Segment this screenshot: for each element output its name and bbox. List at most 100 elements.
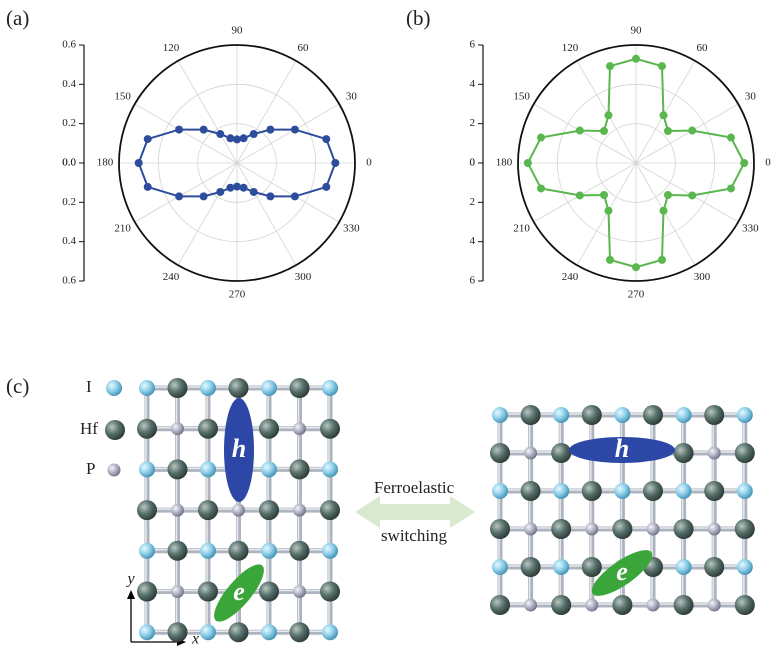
theta-tick-label: 30 — [346, 91, 358, 103]
atom — [198, 500, 218, 520]
atom — [704, 481, 724, 501]
atom — [674, 595, 694, 615]
data-point — [600, 191, 608, 199]
atom — [137, 500, 157, 520]
carrier-label: e — [616, 557, 628, 586]
theta-tick-label: 0 — [366, 157, 372, 169]
grid-spoke — [178, 163, 237, 265]
data-point — [632, 263, 640, 271]
atom — [643, 481, 663, 501]
grid-spoke — [636, 104, 738, 163]
data-point — [144, 183, 152, 191]
atom — [290, 541, 310, 561]
atom — [674, 519, 694, 539]
data-point — [664, 127, 672, 135]
theta-tick-label: 240 — [163, 271, 180, 283]
atom — [229, 541, 249, 561]
legend-atom — [108, 464, 121, 477]
theta-tick-label: 240 — [562, 271, 579, 283]
atom — [259, 582, 279, 602]
atom — [290, 459, 310, 479]
atom — [492, 407, 508, 423]
atom — [492, 559, 508, 575]
grid-spoke — [178, 61, 237, 163]
data-point — [291, 192, 299, 200]
atom — [229, 622, 249, 642]
atom — [200, 461, 216, 477]
atom — [674, 443, 694, 463]
atom — [704, 405, 724, 425]
atom — [492, 483, 508, 499]
r-tick-label: 0.4 — [62, 78, 76, 90]
atom — [198, 582, 218, 602]
arrow-text: switching — [381, 526, 448, 545]
r-tick-label: 2 — [470, 117, 476, 129]
atom — [490, 443, 510, 463]
atom — [139, 380, 155, 396]
atom — [524, 599, 537, 612]
r-tick-label: 4 — [470, 235, 476, 247]
data-point — [660, 111, 668, 119]
panel-label: (c) — [6, 374, 29, 398]
theta-tick-label: 90 — [232, 25, 244, 37]
r-tick-label: 0 — [470, 157, 476, 169]
legend-label: P — [86, 459, 95, 478]
atom — [614, 407, 630, 423]
atom — [293, 422, 306, 435]
carrier-label: h — [232, 434, 246, 463]
r-tick-label: 0.6 — [62, 39, 76, 51]
data-point — [144, 135, 152, 143]
data-point — [664, 191, 672, 199]
atom — [232, 504, 245, 517]
atom — [490, 595, 510, 615]
atom — [259, 500, 279, 520]
atom — [200, 624, 216, 640]
data-point — [727, 184, 735, 192]
data-point — [600, 127, 608, 135]
theta-tick-label: 60 — [298, 42, 310, 54]
atom — [708, 599, 721, 612]
atom — [139, 543, 155, 559]
atom — [198, 419, 218, 439]
data-point — [331, 159, 339, 167]
legend-atom — [106, 380, 122, 396]
atom — [322, 543, 338, 559]
atom — [320, 419, 340, 439]
grid-spoke — [237, 61, 296, 163]
r-tick-label: 0.6 — [62, 275, 76, 287]
atom — [168, 459, 188, 479]
data-point — [200, 192, 208, 200]
data-point — [606, 256, 614, 264]
atom — [735, 519, 755, 539]
legend-label: Hf — [80, 419, 98, 438]
atom — [551, 595, 571, 615]
atom — [704, 557, 724, 577]
atom — [708, 447, 721, 460]
atom — [168, 378, 188, 398]
data-point — [740, 159, 748, 167]
grid-spoke — [636, 163, 738, 222]
data-point — [524, 159, 532, 167]
atom — [137, 582, 157, 602]
figure: (a) (b) (c) Ferroelastic switching y x I… — [0, 0, 777, 650]
data-point — [291, 126, 299, 134]
atom — [676, 483, 692, 499]
data-point — [604, 111, 612, 119]
atom — [322, 461, 338, 477]
data-point — [688, 127, 696, 135]
theta-tick-label: 330 — [742, 223, 759, 235]
theta-tick-label: 270 — [229, 289, 246, 301]
atom — [647, 599, 660, 612]
data-point — [266, 126, 274, 134]
atom — [168, 541, 188, 561]
atom — [582, 481, 602, 501]
r-tick-label: 6 — [470, 275, 476, 287]
r-tick-label: 0.4 — [62, 235, 76, 247]
atom — [320, 500, 340, 520]
data-point — [135, 159, 143, 167]
atom — [322, 380, 338, 396]
panel-label: (b) — [406, 6, 431, 30]
atom — [582, 405, 602, 425]
atom — [737, 559, 753, 575]
atom — [553, 559, 569, 575]
